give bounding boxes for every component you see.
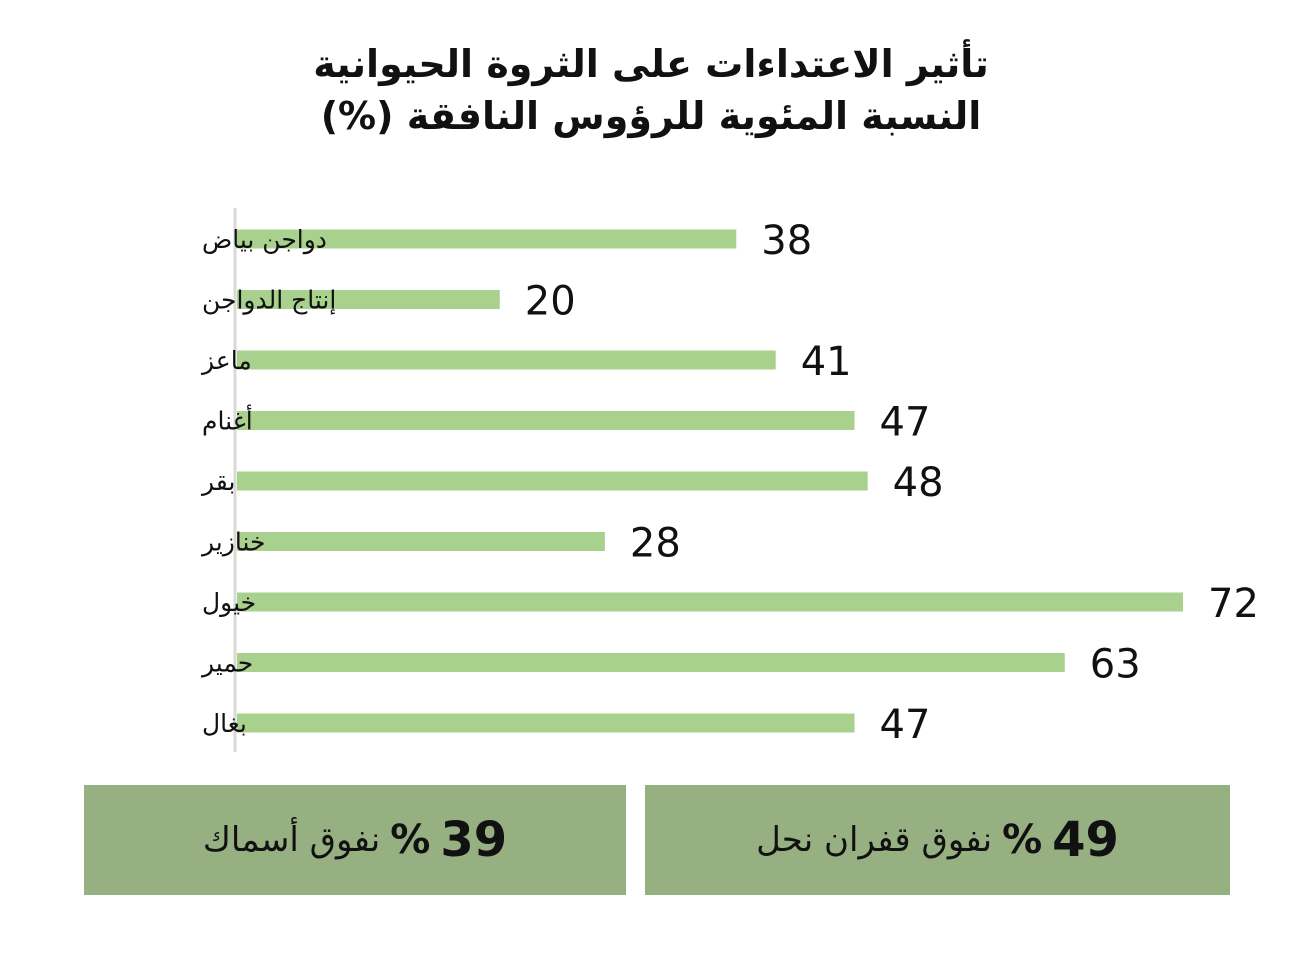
bar <box>237 592 1183 612</box>
bar-value-label: 47 <box>880 702 931 748</box>
bar-value-label: 47 <box>880 400 931 446</box>
bar <box>237 350 776 370</box>
bar-value-label: 72 <box>1208 581 1259 627</box>
category-label: أغنام <box>202 404 253 436</box>
bar <box>237 411 855 430</box>
chart-subtitle: النسبة المئوية للرؤوس النافقة (%) <box>320 94 982 138</box>
category-label: إنتاج الدواجن <box>202 286 336 316</box>
bar-value-label: 38 <box>761 218 812 264</box>
bar <box>237 653 1065 672</box>
bar <box>237 290 500 309</box>
category-label: دواجن بياض <box>202 225 327 255</box>
bar-value-label: 63 <box>1090 642 1141 688</box>
bar <box>237 713 855 733</box>
bar-value-label: 41 <box>801 339 852 385</box>
bar-value-label: 48 <box>893 460 944 506</box>
bar-value-label: 28 <box>630 521 681 567</box>
category-label: بغال <box>202 709 247 738</box>
bar <box>237 532 605 551</box>
category-label: خيول <box>202 588 256 617</box>
category-label: خنازير <box>200 528 265 557</box>
bar <box>237 471 868 491</box>
category-label: بقر <box>200 467 235 496</box>
category-label: حمير <box>200 649 253 678</box>
chart-title: تأثير الاعتداءات على الثروة الحيوانية <box>313 42 989 86</box>
bar-value-label: 20 <box>525 279 576 325</box>
bar <box>237 229 737 249</box>
chart-title-block: تأثير الاعتداءات على الثروة الحيوانية ال… <box>0 38 1302 142</box>
category-label: ماعز <box>200 346 252 375</box>
